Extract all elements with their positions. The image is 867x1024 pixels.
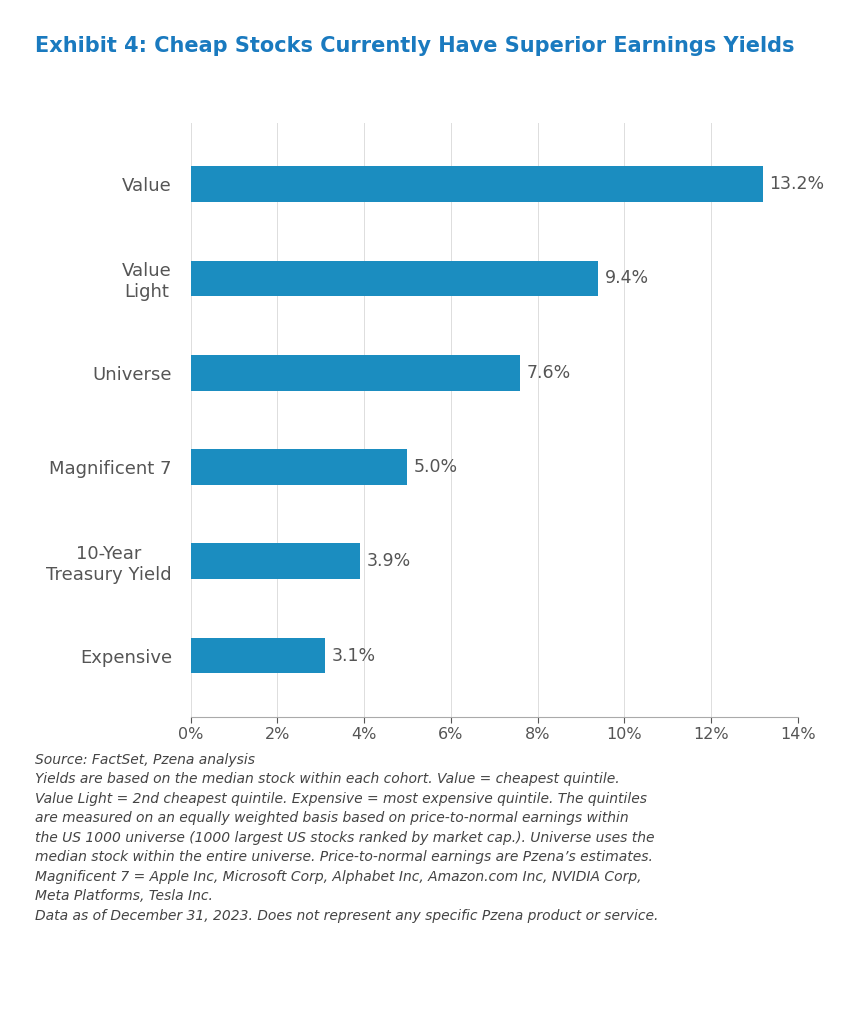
Bar	[191, 166, 763, 202]
Text: 13.2%: 13.2%	[769, 175, 825, 194]
Bar	[191, 638, 325, 674]
Text: Source: FactSet, Pzena analysis
Yields are based on the median stock within each: Source: FactSet, Pzena analysis Yields a…	[35, 753, 658, 923]
Text: Exhibit 4: Cheap Stocks Currently Have Superior Earnings Yields: Exhibit 4: Cheap Stocks Currently Have S…	[35, 36, 794, 56]
Text: 5.0%: 5.0%	[414, 458, 458, 476]
Bar	[191, 450, 407, 485]
Bar	[191, 260, 598, 296]
Bar	[191, 544, 360, 580]
Text: 3.9%: 3.9%	[367, 552, 411, 570]
Bar	[191, 354, 520, 390]
Text: 7.6%: 7.6%	[527, 364, 571, 382]
Text: 9.4%: 9.4%	[605, 269, 649, 288]
Text: 3.1%: 3.1%	[331, 646, 375, 665]
